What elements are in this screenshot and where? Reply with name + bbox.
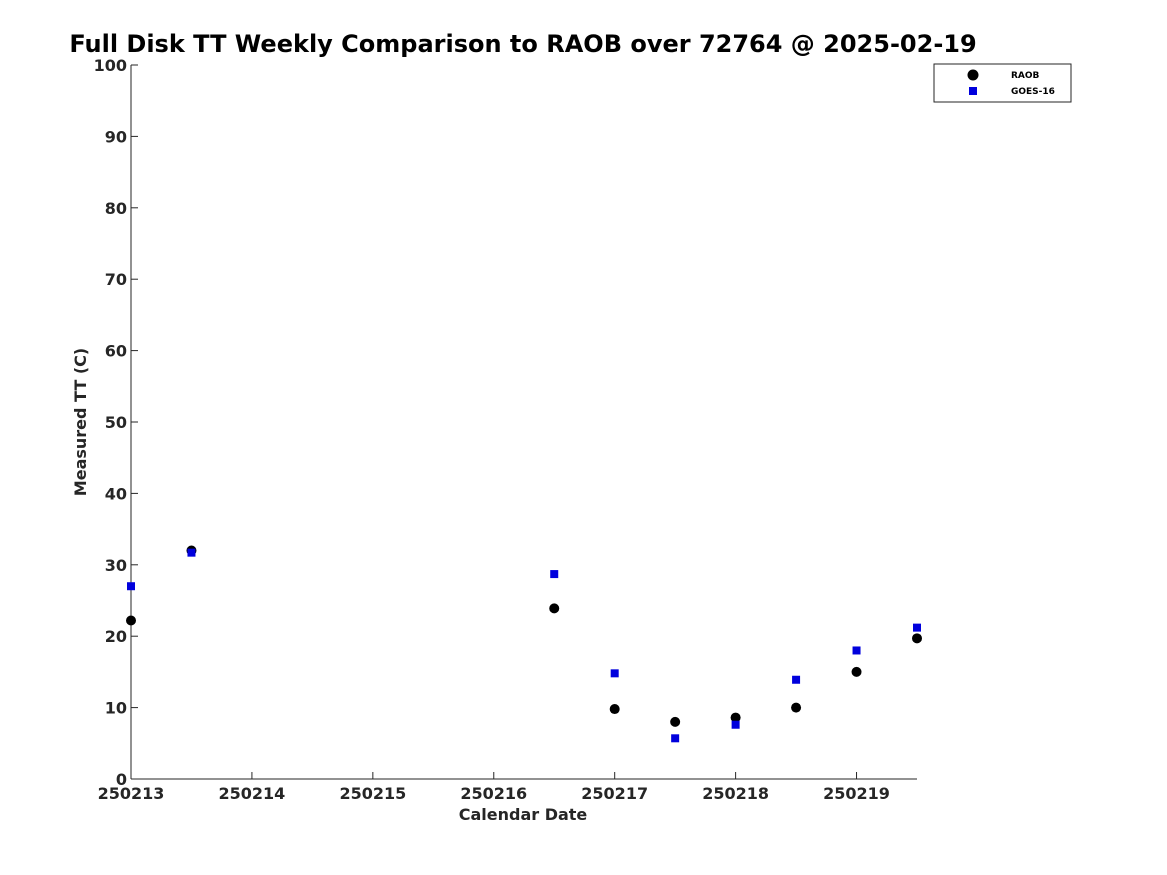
x-tick-label: 250219 (823, 784, 890, 803)
y-tick-label: 50 (105, 413, 127, 432)
axes (130, 65, 917, 780)
goes-16-point (610, 669, 619, 678)
y-tick-label: 100 (94, 56, 127, 75)
y-tick-label: 10 (105, 699, 127, 718)
x-tick-label: 250215 (339, 784, 406, 803)
x-tick-label: 250216 (460, 784, 527, 803)
series-raob (126, 545, 922, 727)
series-goes-16 (127, 548, 921, 743)
raob-point (609, 704, 620, 715)
y-tick-label: 90 (105, 127, 127, 146)
x-tick-label: 250217 (581, 784, 648, 803)
legend-goes-16-marker (969, 87, 977, 95)
raob-point (126, 615, 136, 626)
legend: RAOB GOES-16 (933, 63, 1072, 103)
goes-16-point (731, 720, 740, 729)
goes-16-point (913, 623, 921, 632)
legend-raob-marker (967, 69, 979, 81)
legend-items: RAOB GOES-16 (967, 69, 1055, 97)
raob-point (912, 633, 922, 644)
y-tick-label: 30 (105, 556, 127, 575)
raob-point (670, 716, 681, 727)
y-tick-label: 20 (105, 627, 127, 646)
y-tick-label: 80 (105, 199, 127, 218)
goes-16-point (550, 570, 559, 579)
goes-16-point (671, 734, 680, 743)
y-tick-label: 40 (105, 484, 127, 503)
goes-16-point (852, 646, 861, 655)
x-axis-label: Calendar Date (459, 805, 588, 824)
raob-point (851, 666, 862, 677)
x-tick-label: 250214 (219, 784, 286, 803)
y-tick-label: 0 (116, 770, 127, 789)
chart-title: Full Disk TT Weekly Comparison to RAOB o… (69, 30, 976, 58)
goes-16-point (127, 582, 135, 591)
y-tick-label: 70 (105, 270, 127, 289)
y-ticks: 0 10 20 30 40 50 60 70 80 90 100 (94, 56, 138, 789)
y-tick-label: 60 (105, 342, 127, 361)
raob-point (730, 712, 741, 723)
legend-label: RAOB (1011, 71, 1040, 81)
x-tick-label: 250218 (702, 784, 769, 803)
y-axis-label: Measured TT (C) (71, 348, 90, 496)
x-tick-label: 250213 (98, 784, 165, 803)
raob-point (549, 603, 560, 614)
data-marks (126, 545, 922, 743)
goes-16-point (792, 675, 801, 684)
legend-label: GOES-16 (1011, 87, 1055, 97)
legend-box (933, 63, 1072, 103)
raob-point (791, 702, 802, 713)
goes-16-point (187, 548, 196, 557)
x-ticks: 250213 250214 250215 250216 250217 250218 2502… (98, 772, 890, 803)
